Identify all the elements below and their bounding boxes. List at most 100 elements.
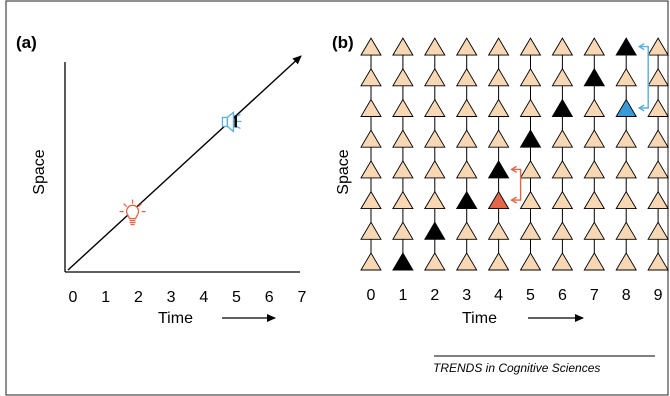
panel-b-label: (b) [332,33,354,52]
neuron-triangle [551,129,574,148]
panel-a-x-axis-title: Time [158,310,193,327]
panel-a: (a) Space 0 1 2 3 4 5 6 7 Time [16,33,306,327]
neuron-triangle-active [583,67,606,87]
neuron-triangle [392,160,414,179]
neuron-triangle [360,221,382,240]
lightbulb-icon [119,199,146,226]
neuron-triangle [583,190,606,210]
neuron-triangle [551,190,574,210]
neuron-triangle [647,98,669,117]
neuron-triangle [360,190,382,210]
neuron-triangle-active [551,98,574,117]
panel-b-x-tick: 3 [462,287,471,304]
neuron-triangle [551,67,574,87]
neuron-triangle-active [615,37,637,56]
panel-b-x-tick: 7 [590,287,599,304]
neuron-triangle [519,98,542,117]
red-bracket-arrowhead [510,165,517,174]
neuron-triangle [615,129,637,148]
neuron-triangle-active [392,252,414,271]
panel-b-x-tick: 0 [367,287,376,304]
neuron-triangle [487,252,510,271]
blue-bracket-arrowhead [637,42,645,51]
neuron-triangle-active [487,160,510,179]
neuron-triangle [360,98,382,117]
panel-b: (b) Space 0 1 2 3 4 5 6 7 8 9 Time [332,33,669,327]
neuron-triangle [360,67,382,87]
neuron-triangle [424,67,446,87]
neuron-triangle [424,190,446,210]
neuron-triangle [583,221,606,240]
neuron-triangle [519,252,542,271]
neuron-triangle [519,37,542,56]
panel-b-x-tick: 8 [622,287,631,304]
neuron-triangle [424,98,446,117]
neuron-triangle [615,221,637,240]
panel-b-brackets [510,42,649,204]
panel-b-x-tick: 6 [558,287,567,304]
panel-a-x-tick: 0 [69,289,78,306]
neuron-triangle [647,160,669,179]
panel-b-x-axis-title: Time [462,310,497,327]
neuron-triangle [519,190,542,210]
neuron-triangle [455,221,478,240]
neuron-triangle [455,129,478,148]
neuron-triangle [487,37,510,56]
neuron-triangle [551,221,574,240]
neuron-triangle [455,67,478,87]
neuron-triangle [455,98,478,117]
neuron-triangle [424,160,446,179]
panel-a-x-tick: 6 [265,289,274,306]
neuron-triangle [615,190,637,210]
neuron-triangle [424,37,446,56]
panel-b-x-tick: 5 [526,287,535,304]
panel-a-x-tick: 1 [101,289,110,306]
neuron-triangle-red [487,190,510,210]
neuron-triangle [583,98,606,117]
panel-a-y-axis-title: Space [31,149,48,194]
neuron-triangle [519,67,542,87]
neuron-triangle [487,67,510,87]
neuron-triangle [647,129,669,148]
panel-a-x-tick: 2 [134,289,143,306]
panel-a-x-ticks: 0 1 2 3 4 5 6 7 [69,289,307,306]
red-bracket [511,168,522,201]
neuron-triangle [583,160,606,179]
neuron-triangle-active [455,190,478,210]
neuron-triangle [551,37,574,56]
panel-a-x-tick: 4 [199,289,208,306]
neuron-triangle [519,221,542,240]
neuron-triangle [647,67,669,87]
neuron-triangle [360,37,382,56]
neuron-triangle [360,129,382,148]
neuron-triangle [392,37,414,56]
panel-a-label: (a) [16,33,37,52]
panel-b-x-tick: 9 [654,287,663,304]
panel-b-x-tick: 2 [430,287,439,304]
neuron-triangle-blue [615,98,637,117]
neuron-triangle [647,221,669,240]
neuron-triangle [551,252,574,271]
figure-border [5,0,669,396]
neuron-triangle [615,67,637,87]
neuron-triangle [424,252,446,271]
red-bracket-arrowhead [510,196,517,204]
panel-a-x-tick: 3 [167,289,176,306]
neuron-triangle-active [519,129,542,148]
neuron-triangle [647,190,669,210]
neuron-triangle [615,160,637,179]
neuron-triangle [487,98,510,117]
neuron-triangle [583,129,606,148]
panel-b-connection-lines [370,38,659,270]
neuron-triangle [360,160,382,179]
neuron-triangle [455,160,478,179]
panel-b-x-tick: 1 [398,287,407,304]
neuron-triangle [487,221,510,240]
panel-a-trajectory-arrow [67,55,302,271]
blue-bracket [639,45,649,109]
panel-b-neuron-grid [360,37,669,271]
neuron-triangle [583,37,606,56]
panel-b-y-axis-title: Space [335,149,352,194]
